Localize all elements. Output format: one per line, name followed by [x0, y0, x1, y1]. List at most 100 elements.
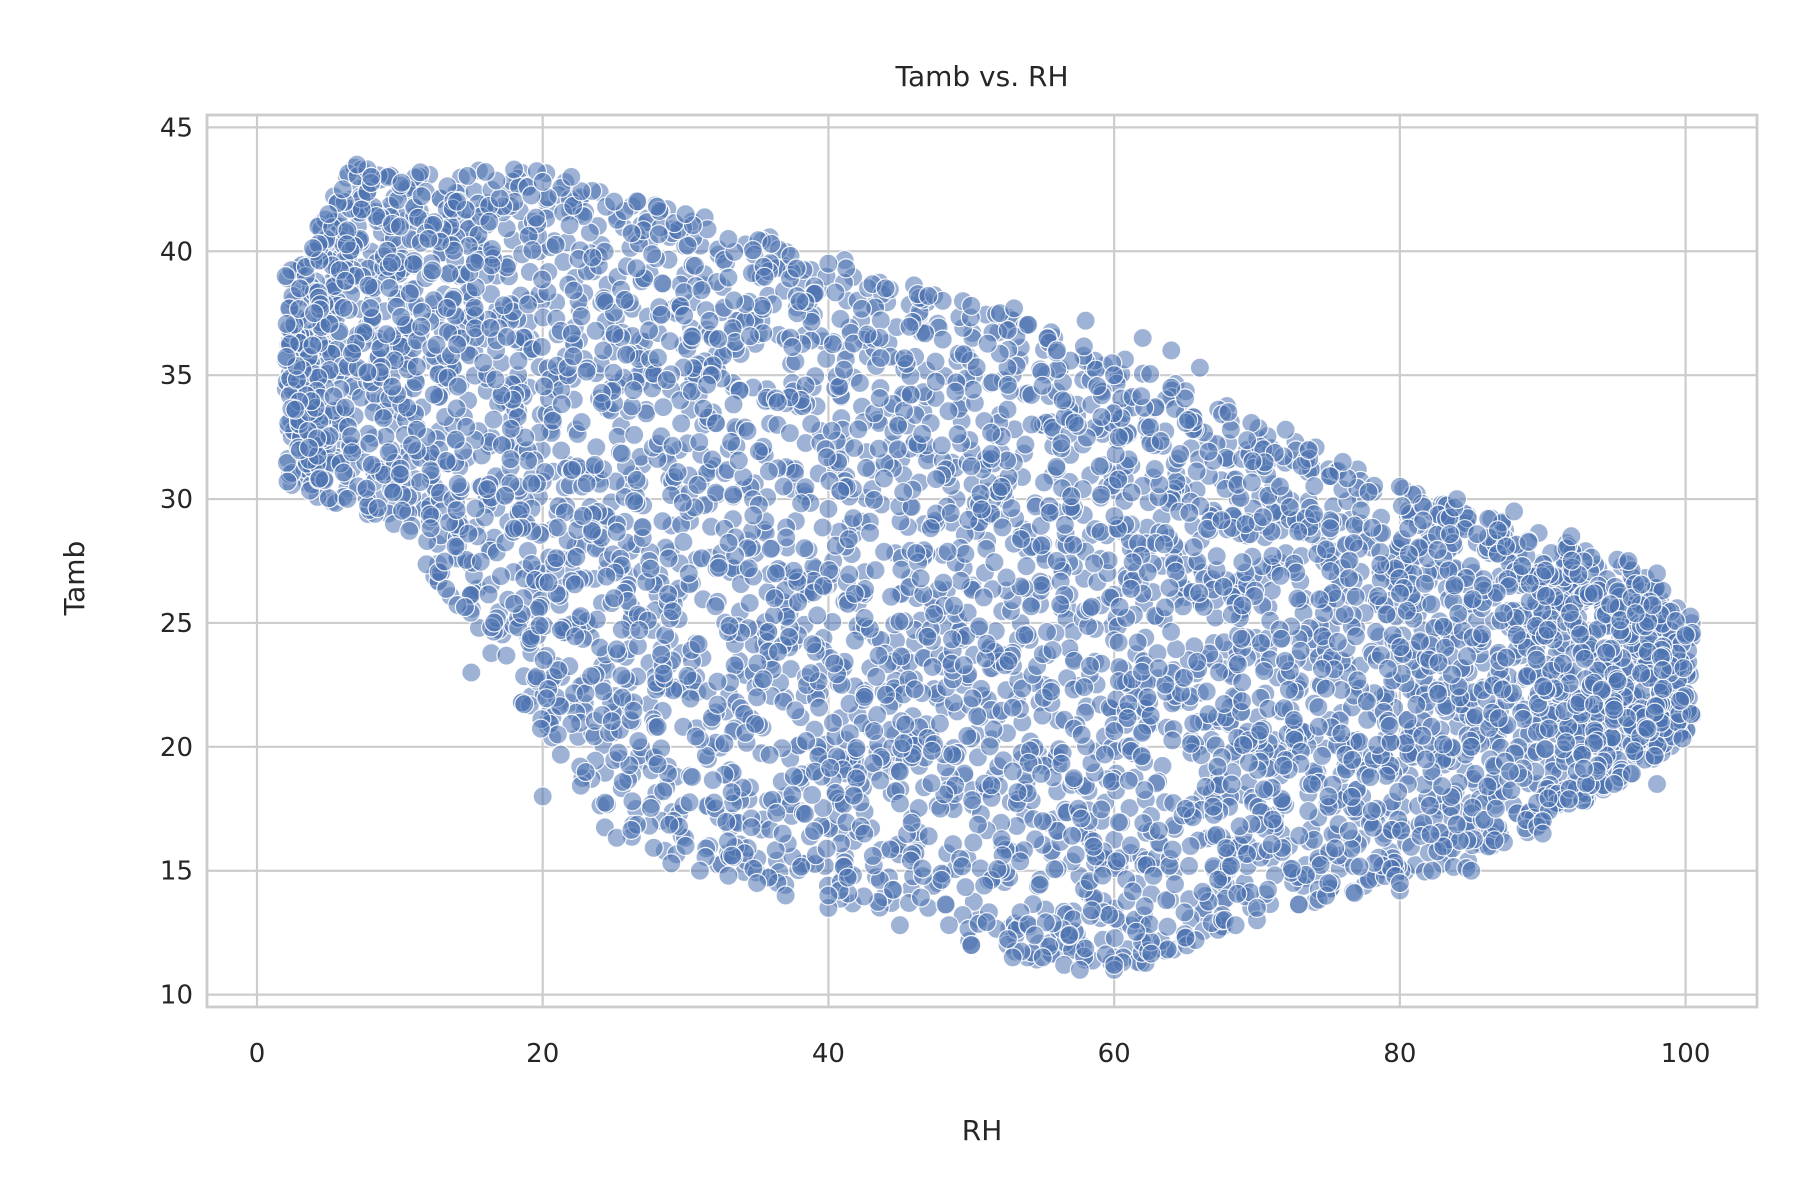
data-point — [1621, 763, 1643, 784]
data-point — [764, 588, 785, 609]
data-point — [846, 737, 867, 759]
data-point — [1236, 430, 1258, 451]
data-point — [1344, 515, 1365, 536]
data-point — [958, 509, 979, 530]
data-point — [1492, 679, 1513, 700]
data-point — [1331, 723, 1352, 744]
data-point — [918, 826, 939, 847]
data-point — [707, 694, 728, 715]
data-point — [783, 766, 804, 787]
data-point — [1535, 560, 1556, 581]
data-point — [728, 450, 749, 471]
data-point — [653, 663, 674, 684]
data-point — [1252, 506, 1274, 528]
data-point — [843, 785, 864, 806]
data-point — [1278, 679, 1300, 700]
data-point — [971, 499, 992, 520]
data-point — [992, 517, 1013, 538]
data-point — [931, 435, 952, 456]
data-point — [382, 376, 403, 397]
data-point — [659, 814, 680, 835]
data-point — [1195, 776, 1216, 798]
data-point — [1499, 761, 1521, 782]
data-point — [1156, 890, 1177, 911]
data-point — [302, 335, 323, 356]
data-point — [584, 454, 605, 475]
data-point — [1320, 518, 1341, 539]
data-point — [1290, 640, 1311, 661]
data-point — [1032, 375, 1053, 396]
data-point — [1345, 586, 1366, 607]
data-point — [410, 162, 431, 183]
data-point — [849, 372, 871, 394]
data-point — [1241, 472, 1263, 493]
data-point — [925, 469, 947, 490]
data-point — [359, 433, 380, 454]
data-point — [1433, 616, 1454, 637]
data-point — [687, 474, 708, 496]
data-point — [399, 520, 420, 542]
data-point — [864, 721, 885, 742]
data-point — [1029, 874, 1050, 895]
data-point — [937, 541, 958, 562]
data-point — [716, 811, 737, 833]
data-point — [563, 346, 584, 367]
data-point — [1358, 481, 1379, 503]
data-point — [546, 547, 567, 569]
data-point — [1347, 670, 1368, 691]
data-point — [1283, 709, 1305, 731]
data-point — [718, 532, 739, 553]
data-point — [1075, 938, 1096, 959]
data-point — [1495, 647, 1517, 668]
data-point — [1002, 761, 1023, 782]
data-point — [1021, 414, 1042, 435]
data-point — [533, 376, 555, 397]
data-point — [1018, 314, 1039, 335]
data-point — [411, 186, 432, 207]
data-point — [843, 507, 864, 529]
data-point — [783, 560, 804, 581]
data-point — [705, 482, 727, 503]
data-point — [1538, 718, 1560, 739]
data-point — [707, 671, 728, 692]
data-point — [870, 770, 891, 791]
data-point — [943, 595, 965, 616]
data-point — [1098, 904, 1120, 926]
data-point — [538, 572, 559, 593]
data-point — [1414, 573, 1436, 594]
data-point — [1177, 409, 1199, 431]
data-point — [1552, 653, 1574, 674]
data-point — [961, 456, 982, 477]
data-point — [1120, 578, 1142, 599]
data-point — [629, 619, 650, 641]
data-point — [548, 659, 569, 681]
data-point — [367, 497, 388, 519]
data-point — [585, 320, 606, 341]
data-point — [739, 592, 760, 614]
data-point — [818, 498, 839, 519]
data-point — [808, 697, 830, 718]
data-point — [647, 754, 668, 775]
data-point — [1250, 632, 1272, 654]
data-point — [1341, 786, 1362, 808]
data-point — [702, 769, 723, 791]
data-point — [794, 803, 816, 825]
data-point — [899, 316, 920, 337]
data-point — [782, 784, 803, 805]
data-point — [1630, 663, 1652, 684]
data-point — [576, 473, 597, 494]
data-point — [1220, 855, 1242, 876]
data-point — [955, 876, 976, 898]
data-point — [813, 575, 834, 597]
data-point — [900, 384, 921, 405]
data-point — [454, 596, 475, 618]
data-point — [1365, 621, 1387, 643]
data-point — [1001, 498, 1022, 519]
data-point — [1180, 733, 1201, 755]
data-point — [1583, 583, 1605, 604]
data-point — [873, 468, 895, 489]
data-point — [873, 541, 895, 562]
data-point — [1208, 662, 1230, 683]
data-point — [862, 845, 883, 867]
data-point — [1178, 855, 1200, 877]
